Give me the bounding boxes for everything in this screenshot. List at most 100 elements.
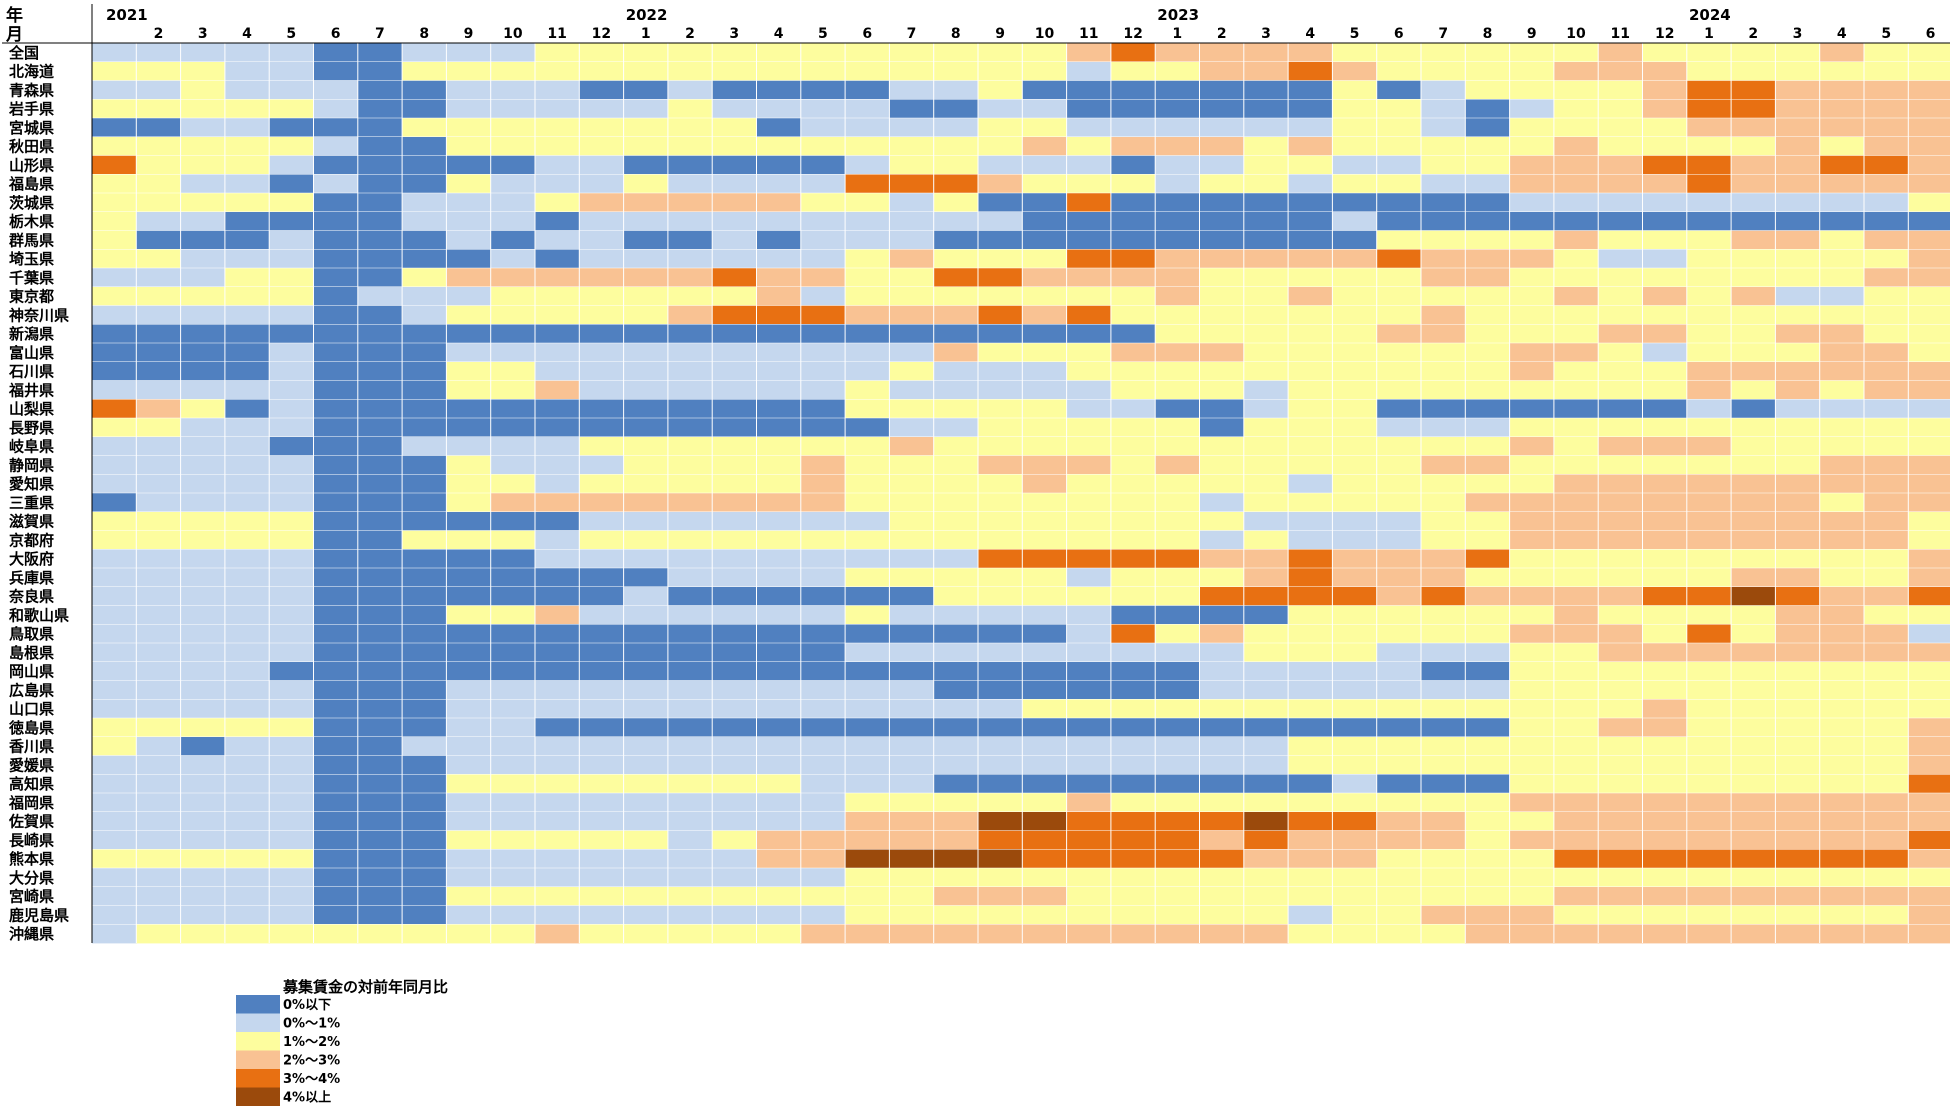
heatmap-cell: [1686, 230, 1732, 250]
heatmap-cell: [1509, 511, 1555, 531]
heatmap-cell: [1465, 399, 1510, 419]
heatmap-cell: [889, 343, 935, 363]
heatmap-cell: [933, 474, 979, 494]
heatmap-cell: [1819, 230, 1865, 250]
heatmap-cell: [180, 718, 226, 738]
heatmap-cell: [490, 343, 536, 363]
heatmap-cell: [1686, 549, 1732, 569]
heatmap-cell: [978, 155, 1023, 175]
heatmap-cell: [1819, 380, 1865, 400]
heatmap-cell: [1642, 61, 1688, 81]
heatmap-cell: [1243, 511, 1289, 531]
heatmap-cell: [712, 605, 757, 625]
heatmap-cell: [667, 399, 713, 419]
heatmap-cell: [978, 230, 1023, 250]
heatmap-cell: [1376, 324, 1422, 344]
heatmap-cell: [357, 793, 403, 813]
heatmap-cell: [579, 118, 624, 138]
heatmap-cell: [1553, 680, 1599, 700]
heatmap-cell: [1908, 549, 1950, 569]
heatmap-cell: [756, 418, 802, 438]
heatmap-cell: [1376, 249, 1422, 269]
heatmap-cell: [1110, 268, 1156, 288]
heatmap-cell: [1509, 380, 1555, 400]
heatmap-cell: [180, 624, 226, 644]
heatmap-cell: [1376, 380, 1422, 400]
heatmap-cell: [1553, 924, 1599, 944]
heatmap-cell: [933, 549, 979, 569]
heatmap-cell: [933, 811, 979, 831]
heatmap-cell: [623, 155, 669, 175]
heatmap-cell: [889, 324, 935, 344]
heatmap-cell: [1775, 286, 1821, 306]
heatmap-cell: [1864, 380, 1909, 400]
heatmap-cell: [1775, 830, 1821, 850]
heatmap-cell: [889, 661, 935, 681]
heatmap-cell: [136, 736, 181, 756]
heatmap-cell: [579, 568, 624, 588]
heatmap-cell: [845, 249, 890, 269]
heatmap-cell: [800, 436, 846, 456]
heatmap-cell: [1199, 380, 1245, 400]
heatmap-cell: [1553, 530, 1599, 550]
heatmap-cell: [1642, 305, 1688, 325]
legend-label: 0%～1%: [283, 1017, 340, 1032]
heatmap-cell: [579, 868, 624, 888]
heatmap-cell: [978, 361, 1023, 381]
heatmap-cell: [313, 624, 359, 644]
heatmap-cell: [92, 680, 137, 700]
heatmap-cell: [623, 868, 669, 888]
legend-swatch: [236, 995, 280, 1014]
heatmap-cell: [1819, 249, 1865, 269]
heatmap-cell: [357, 699, 403, 719]
heatmap-cell: [446, 568, 492, 588]
heatmap-cell: [1288, 230, 1333, 250]
heatmap-cell: [712, 586, 757, 606]
heatmap-cell: [269, 586, 314, 606]
heatmap-cell: [490, 736, 536, 756]
heatmap-cell: [1553, 418, 1599, 438]
heatmap-cell: [712, 99, 757, 119]
heatmap-cell: [92, 286, 137, 306]
heatmap-cell: [1553, 493, 1599, 513]
heatmap-cell: [1332, 811, 1378, 831]
heatmap-cell: [756, 568, 802, 588]
heatmap-cell: [1199, 868, 1245, 888]
heatmap-cell: [1066, 493, 1112, 513]
heatmap-cell: [1642, 361, 1688, 381]
heatmap-cell: [180, 793, 226, 813]
heatmap-cell: [1421, 474, 1466, 494]
heatmap-cell: [978, 886, 1023, 906]
heatmap-cell: [92, 230, 137, 250]
heatmap-cell: [1421, 699, 1466, 719]
heatmap-cell: [1066, 924, 1112, 944]
heatmap-cell: [1155, 61, 1200, 81]
heatmap-cell: [623, 755, 669, 775]
heatmap-cell: [1199, 249, 1245, 269]
prefecture-label: 長野県: [9, 419, 54, 437]
heatmap-cell: [1155, 43, 1200, 63]
heatmap-cell: [1731, 305, 1776, 325]
heatmap-cell: [1288, 155, 1333, 175]
heatmap-cell: [535, 905, 580, 925]
heatmap-cell: [1686, 343, 1732, 363]
heatmap-cell: [1110, 324, 1156, 344]
heatmap-cell: [92, 661, 137, 681]
heatmap-cell: [1775, 605, 1821, 625]
heatmap-cell: [579, 286, 624, 306]
heatmap-cell: [889, 774, 935, 794]
heatmap-cell: [402, 305, 447, 325]
heatmap-cell: [180, 643, 226, 663]
prefecture-label: 北海道: [9, 63, 54, 81]
heatmap-cell: [1465, 774, 1510, 794]
month-label: 12: [592, 26, 611, 42]
month-label: 10: [1566, 26, 1586, 42]
heatmap-cell: [357, 886, 403, 906]
heatmap-cell: [535, 286, 580, 306]
heatmap-cell: [1332, 755, 1378, 775]
heatmap-cell: [1332, 793, 1378, 813]
heatmap-cell: [1775, 886, 1821, 906]
heatmap-cell: [1199, 136, 1245, 156]
prefecture-label: 大阪府: [9, 550, 54, 568]
heatmap-cell: [1376, 661, 1422, 681]
